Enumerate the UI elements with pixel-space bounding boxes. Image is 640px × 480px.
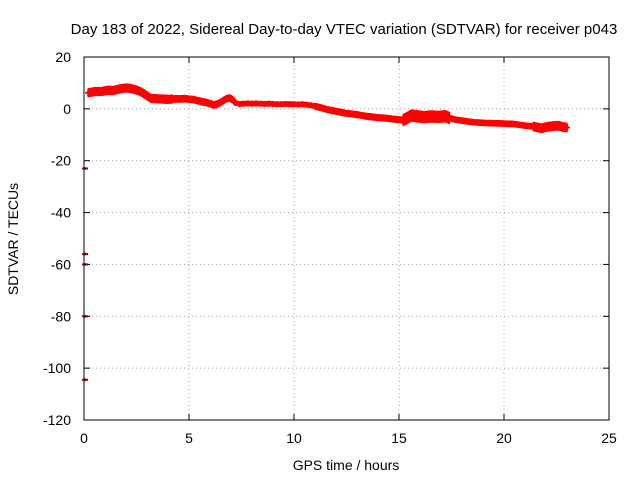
y-tick-label: 20: [55, 49, 71, 65]
y-tick-label: 0: [63, 101, 71, 117]
x-tick-label: 5: [185, 430, 193, 446]
x-tick-label: 15: [391, 430, 407, 446]
y-tick-label: -40: [51, 205, 71, 221]
y-tick-label: -20: [51, 153, 71, 169]
y-tick-label: -120: [43, 412, 71, 428]
x-tick-label: 20: [496, 430, 512, 446]
chart-title: Day 183 of 2022, Sidereal Day-to-day VTE…: [71, 21, 618, 38]
axis-ticks: 0 5 10 15 20 25 20 0 -20 -40 -60 -80 -100 -120: [43, 49, 617, 446]
x-tick-label: 10: [286, 430, 302, 446]
y-tick-label: -100: [43, 360, 71, 376]
y-axis-label: SDTVAR / TECUs: [5, 183, 21, 295]
x-tick-label: 25: [601, 430, 617, 446]
data-layer: [82, 83, 570, 382]
x-tick-label: 0: [80, 430, 88, 446]
y-tick-label: -80: [51, 308, 71, 324]
plot-area-frame: [83, 56, 610, 421]
y-tick-label: -60: [51, 256, 71, 272]
x-axis-label: GPS time / hours: [293, 457, 400, 473]
